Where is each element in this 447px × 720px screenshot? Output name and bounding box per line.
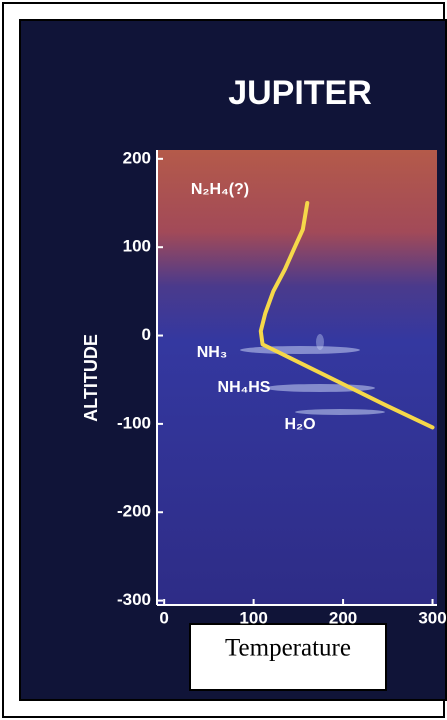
annotation: N₂H₄(?) <box>191 181 249 198</box>
y-tick-label: 100 <box>123 237 151 256</box>
x-tick-label: 100 <box>239 608 267 627</box>
annotation: NH₃ <box>197 344 228 361</box>
y-tick-label: -100 <box>117 413 151 432</box>
x-tick-label: 0 <box>159 608 168 627</box>
cloud <box>295 409 385 415</box>
chart-title: JUPITER <box>228 74 372 112</box>
y-tick-label: 200 <box>123 148 151 167</box>
cloud <box>316 334 324 350</box>
y-tick-label: -300 <box>117 590 151 609</box>
plot-area <box>157 150 437 605</box>
page: {"chart_data": {"type": "line", "title":… <box>0 0 447 720</box>
annotation: H₂O <box>284 416 315 433</box>
x-tick-label: 300 <box>418 608 446 627</box>
annotation: NH₄HS <box>218 379 271 396</box>
cloud <box>240 346 360 354</box>
y-tick-label: -200 <box>117 502 151 521</box>
chart: JUPITER ALTITUDE Temperature -300 -200 -10… <box>0 0 447 720</box>
y-axis-label: ALTITUDE <box>81 334 101 422</box>
y-tick-label: 0 <box>142 325 151 344</box>
x-axis-label: Temperature <box>225 635 351 662</box>
x-tick-label: 200 <box>329 608 357 627</box>
